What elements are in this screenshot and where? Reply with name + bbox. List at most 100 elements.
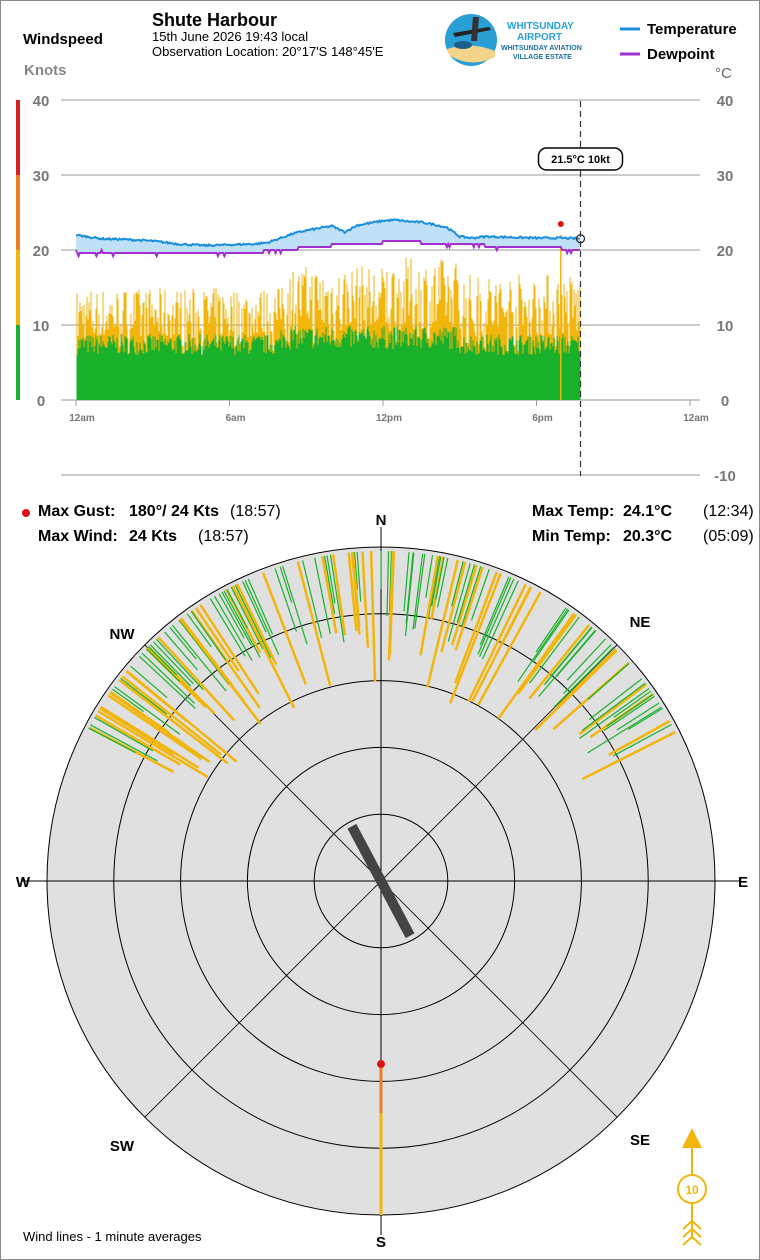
wind-trace-120	[435, 556, 445, 600]
compass-label-SE: SE	[630, 1132, 650, 1149]
wind-trace-99	[588, 678, 643, 720]
compass-label-SW: SW	[110, 1138, 135, 1155]
compass-label-NW: NW	[110, 626, 136, 643]
wind-trace-36	[388, 551, 396, 655]
wind-trace-25	[326, 555, 336, 604]
max-wind-time: (18:57)	[198, 528, 249, 545]
left-axis-unit: Knots	[24, 62, 67, 79]
compass-label-NE: NE	[630, 614, 651, 631]
whitsunday-airport-logo: WHITSUNDAY AIRPORT WHITSUNDAY AVIATION V…	[443, 11, 582, 69]
wind-trace-136	[97, 710, 209, 779]
wind-trace-128	[150, 644, 192, 687]
right-axis-unit: °C	[715, 65, 732, 82]
wind-trace-119	[456, 564, 476, 624]
wind-trace-44	[532, 609, 570, 663]
wind-trace-55	[470, 569, 490, 621]
wind-trace-127	[314, 557, 331, 635]
wind-trace-148	[449, 573, 502, 704]
right-tick-label: -10	[714, 468, 736, 485]
wind-trace-57	[109, 691, 211, 763]
wind-trace-4	[107, 694, 203, 761]
wind-trace-54	[347, 552, 358, 631]
compass-label-W: W	[16, 874, 31, 891]
wind-trace-68	[606, 693, 654, 727]
wind-trace-129	[461, 566, 482, 627]
wind-trace-58	[226, 588, 249, 629]
wind-trace-85	[451, 564, 478, 646]
logo-icon	[445, 14, 497, 66]
wind-trace-1	[94, 716, 154, 752]
legend-temperature: Temperature	[647, 21, 737, 38]
wind-trace-106	[356, 551, 362, 602]
wind-trace-87	[553, 646, 615, 708]
wind-trace-77	[120, 677, 168, 715]
dewpoint-line	[75, 240, 580, 259]
right-tick-label: 0	[721, 393, 729, 410]
wind-trace-65	[114, 686, 181, 735]
current-reading-label: 21.5°C 10kt	[551, 154, 610, 166]
wind-trace-138	[405, 552, 414, 624]
max-wind-value: 24 Kts	[129, 528, 178, 545]
current-direction-bar	[347, 823, 415, 939]
windspeed-colour-band-1	[16, 250, 20, 325]
arrow-fletch-right-2	[691, 1236, 702, 1246]
max-temp-value: 24.1°C	[623, 503, 673, 520]
wind-trace-74	[231, 585, 296, 709]
wind-trace-92	[581, 682, 646, 731]
wind-trace-143	[501, 586, 533, 644]
wind-trace-56	[451, 561, 464, 607]
wind-trace-10	[563, 644, 612, 694]
station-title: Shute Harbour	[152, 10, 278, 30]
wind-trace-105	[279, 566, 293, 603]
min-temp-label: Min Temp:	[532, 528, 611, 545]
wind-trace-24	[535, 607, 567, 653]
arrow-fletch-right-1	[691, 1228, 702, 1238]
arrow-fletch-right-0	[691, 1220, 702, 1230]
wind-trace-13	[169, 627, 197, 660]
wind-trace-46	[242, 581, 267, 633]
wind-trace-30	[157, 636, 236, 722]
wind-trace-98	[321, 556, 338, 634]
wind-trace-96	[566, 638, 606, 681]
wind-trace-51	[627, 708, 663, 731]
logo-line-3: WHITSUNDAY AVIATION	[501, 45, 582, 52]
wind-trace-123	[125, 669, 238, 763]
left-tick-label: 10	[33, 318, 50, 335]
wind-trace-114	[543, 626, 593, 686]
arrow-speed-label: 10	[685, 1183, 699, 1197]
wind-trace-27	[579, 688, 650, 739]
wind-trace-109	[361, 551, 370, 648]
compass-footnote: Wind lines - 1 minute averages	[23, 1229, 202, 1244]
wind-trace-33	[517, 608, 569, 683]
wind-trace-17	[440, 561, 467, 653]
wind-trace-76	[608, 720, 671, 756]
wind-trace-144	[481, 580, 519, 660]
wind-trace-50	[427, 556, 441, 618]
wind-trace-111	[296, 561, 332, 687]
max-gust-spoke-marker	[377, 1060, 385, 1069]
wind-trace-59	[369, 551, 377, 682]
windspeed-temperature-chart: 40 30 20 10 0 40 30 20 10 0 -10 12am 6am 12pm 6pm 12am 2…	[16, 27, 736, 485]
compass-label-N: N	[376, 512, 387, 529]
temperature-line	[75, 218, 581, 248]
wind-trace-141	[351, 552, 361, 627]
wind-trace-93	[529, 616, 580, 684]
wind-trace-15	[388, 551, 393, 612]
compass-label-E: E	[738, 874, 748, 891]
wind-trace-103	[477, 591, 542, 706]
wind-trace-130	[329, 554, 345, 643]
wind-trace-86	[88, 726, 175, 774]
wind-trace-3	[497, 612, 576, 720]
wind-trace-101	[454, 566, 484, 651]
wind-trace-97	[479, 576, 510, 646]
temp-dewpoint-fill	[76, 219, 580, 256]
wind-trace-45	[99, 707, 175, 755]
wind-trace-12	[603, 695, 655, 732]
wind-trace-121	[141, 652, 195, 704]
wind-trace-107	[148, 646, 178, 676]
wind-trace-42	[331, 554, 347, 636]
left-tick-label: 30	[33, 168, 50, 185]
wind-trace-116	[581, 730, 676, 781]
x-tick-label: 6pm	[532, 413, 553, 424]
